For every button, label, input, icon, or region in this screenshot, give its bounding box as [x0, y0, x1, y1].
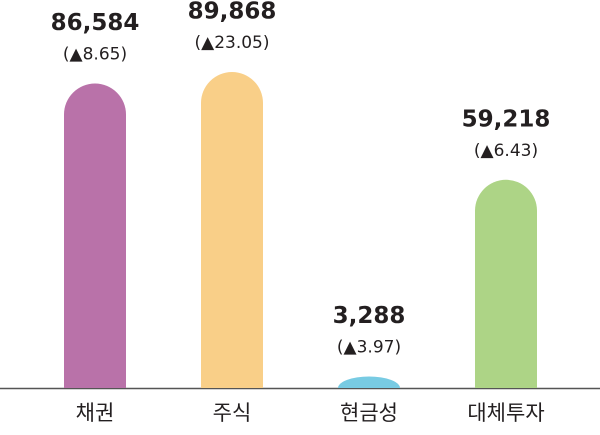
x-tick-label: 현금성: [340, 401, 398, 425]
bar: [338, 376, 400, 388]
change-label: (▲8.65): [63, 45, 127, 65]
x-tick-label: 대체투자: [467, 401, 544, 425]
bar: [64, 83, 126, 388]
bar: [475, 179, 537, 388]
value-label: 3,288: [333, 303, 406, 329]
bar: [201, 72, 263, 389]
change-label: (▲3.97): [337, 337, 401, 357]
value-label: 89,868: [188, 0, 277, 25]
value-label: 86,584: [51, 10, 140, 36]
x-tick-label: 채권: [76, 401, 115, 425]
x-tick-label: 주식: [213, 401, 252, 425]
change-label: (▲23.05): [194, 33, 269, 53]
value-label: 59,218: [462, 106, 551, 132]
change-label: (▲6.43): [474, 141, 538, 161]
